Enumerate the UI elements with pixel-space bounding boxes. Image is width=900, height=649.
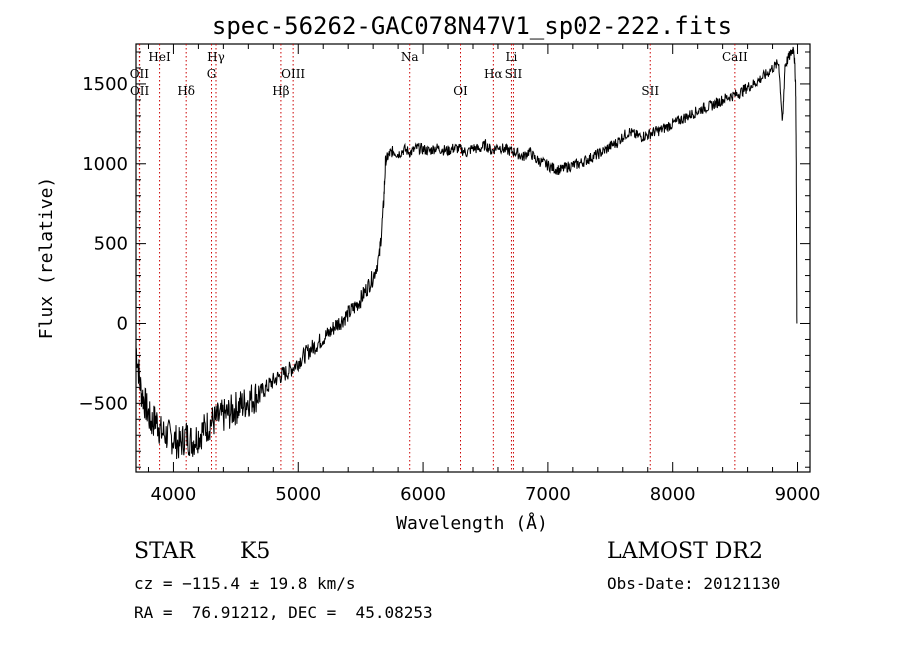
x-axis-title: Wavelength (Å) [396, 512, 548, 534]
spectral-line-label: Hα [484, 67, 503, 81]
spectral-line-label: SII [505, 67, 523, 81]
spectral-line-label: Hδ [177, 84, 195, 98]
spectral-line-label: CaII [722, 50, 748, 64]
x-tick-label: 8000 [650, 484, 696, 505]
coordinates: RA = 76.91212, DEC = 45.08253 [134, 603, 433, 622]
y-tick-label: 1000 [82, 154, 128, 175]
spectral-line-label: Hγ [207, 50, 225, 64]
y-axis: −500 0 500 1000 1500 [79, 51, 810, 468]
spectral-line-label: Hβ [272, 84, 289, 98]
spectral-line-label: Li [506, 50, 518, 64]
observation-date: Obs-Date: 20121130 [607, 574, 781, 593]
spectral-line-label: OI [453, 84, 468, 98]
spectral-line-label: OII [130, 84, 150, 98]
spectral-line-label: Na [401, 50, 419, 64]
x-tick-label: 5000 [275, 484, 321, 505]
spectrum-line [136, 46, 798, 460]
y-tick-label: 500 [94, 234, 128, 255]
x-tick-label: 6000 [400, 484, 446, 505]
spectral-line-label: OIII [281, 67, 305, 81]
spectral-line-label: SII [641, 84, 659, 98]
spectral-line-label: G [207, 67, 217, 81]
chart-title: spec-56262-GAC078N47V1_sp02-222.fits [212, 12, 732, 40]
redshift-cz: cz = −115.4 ± 19.8 km/s [134, 574, 356, 593]
y-tick-label: 0 [117, 313, 128, 334]
y-axis-title: Flux (relative) [36, 177, 57, 340]
spectral-line-markers [138, 44, 736, 472]
x-tick-label: 9000 [775, 484, 821, 505]
y-tick-label: −500 [79, 393, 128, 414]
object-subclass: K5 [240, 539, 271, 564]
x-tick-label: 7000 [525, 484, 571, 505]
spectral-line-label: OII [130, 67, 150, 81]
x-tick-label: 4000 [151, 484, 197, 505]
object-class: STAR [134, 539, 195, 564]
y-tick-label: 1500 [82, 74, 128, 95]
spectrum-series [136, 46, 798, 460]
survey-name: LAMOST DR2 [607, 539, 763, 564]
spectral-line-label: HeI [148, 50, 171, 64]
x-axis: 4000 5000 6000 7000 8000 9000 [147, 44, 821, 505]
